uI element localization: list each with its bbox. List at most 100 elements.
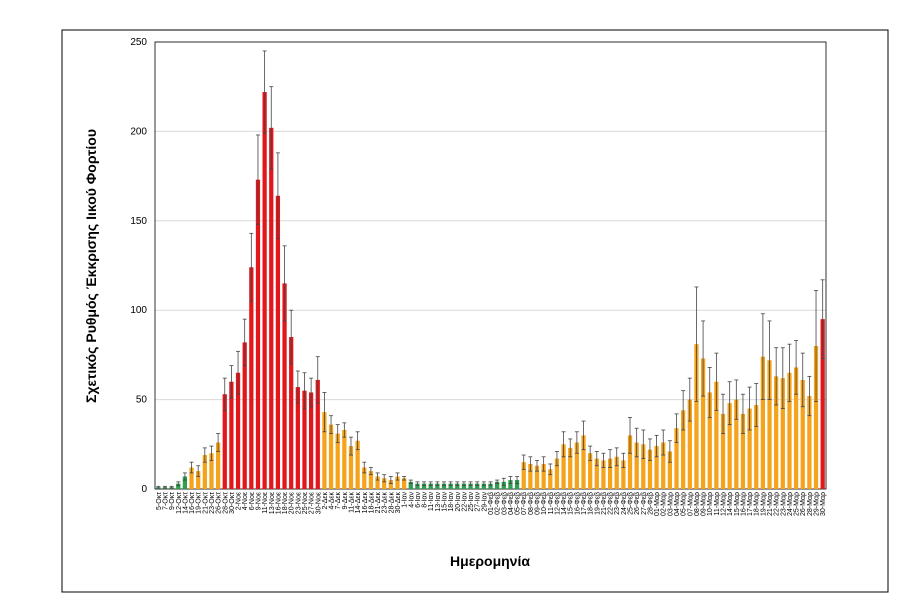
bar <box>495 481 500 489</box>
x-tick-label: 09-Μαρ <box>701 492 708 516</box>
bar <box>674 428 679 489</box>
bar <box>734 399 739 489</box>
bar <box>322 412 327 489</box>
bar <box>362 467 367 489</box>
bar <box>441 483 447 489</box>
x-tick-label: 27-Φεβ <box>641 492 648 515</box>
bar <box>289 337 294 489</box>
bar <box>209 453 214 489</box>
bar <box>408 481 413 489</box>
bar <box>813 345 819 489</box>
x-tick-label: 26-Μαρ <box>800 492 807 516</box>
x-tick-label: 13-Ιαν <box>435 492 442 512</box>
x-tick-label: 7-Οκτ <box>162 492 169 510</box>
x-tick-label: 1-Ιαν <box>402 492 409 508</box>
x-tick-label: 17-Μαρ <box>747 492 754 516</box>
bar <box>627 435 633 489</box>
bar <box>754 404 759 489</box>
x-tick-label: 15-Ιαν <box>441 492 448 512</box>
x-tick-label: 10-Φεβ <box>541 492 548 515</box>
bar <box>681 410 686 489</box>
bar <box>368 471 374 489</box>
bar <box>455 483 460 489</box>
x-tick-label: 27-Νοε <box>309 492 316 514</box>
x-tick-label: 22-Φεβ <box>608 492 615 515</box>
bar <box>189 467 194 489</box>
x-tick-label: 11-Ιαν <box>428 492 435 512</box>
x-tick-label: 11-Φεβ <box>548 492 555 514</box>
bar <box>720 413 726 489</box>
bar <box>448 483 453 489</box>
x-tick-label: 02-Μαρ <box>661 492 668 516</box>
x-tick-label: 18-Δεκ <box>368 492 375 514</box>
x-tick-label: 15-Φεβ <box>568 492 575 515</box>
x-tick-label: 25-Νοε <box>302 492 309 514</box>
x-tick-label: 04-Φεβ <box>508 492 515 515</box>
x-tick-label: 14-Φεβ <box>561 492 568 515</box>
bar <box>269 127 274 489</box>
x-tick-label: 05-Μαρ <box>681 492 688 516</box>
x-tick-label: 19-Φεβ <box>594 492 601 515</box>
y-tick-label: 50 <box>136 395 148 406</box>
x-tick-label: 16-Νοε <box>275 492 282 514</box>
bar <box>375 476 380 489</box>
x-tick-label: 14-Μαρ <box>727 492 734 516</box>
bar <box>335 433 340 489</box>
x-tick-label: 02-Φεβ <box>495 492 502 515</box>
plot-border <box>154 41 827 490</box>
bar <box>541 463 546 489</box>
bar <box>308 392 314 489</box>
bar <box>594 458 599 489</box>
bar <box>694 344 699 489</box>
x-tick-label: 19-Μαρ <box>760 492 767 516</box>
bar <box>402 478 407 489</box>
bar <box>800 379 805 489</box>
bar <box>475 483 480 489</box>
x-tick-label: 25-Φεβ <box>628 492 635 515</box>
bar <box>780 378 785 489</box>
bar <box>654 446 659 489</box>
x-tick-label: 23-Μαρ <box>780 492 787 516</box>
bar <box>607 458 613 489</box>
x-tick-label: 2-Νοε <box>236 492 243 510</box>
bar <box>255 179 261 489</box>
x-tick-label: 05-Φεβ <box>515 492 522 515</box>
x-tick-label: 26-Φεβ <box>634 492 641 515</box>
x-tick-label: 15-Μαρ <box>734 492 741 516</box>
x-tick-label: 01-Φεβ <box>488 492 495 515</box>
y-tick-label: 150 <box>130 216 147 227</box>
x-tick-label: 6-Νοε <box>249 492 256 510</box>
bar <box>249 267 254 489</box>
x-tick-label: 18-Φεβ <box>588 492 595 515</box>
x-tick-label: 20-Ιαν <box>455 492 462 512</box>
x-tick-label: 28-Δεκ <box>388 492 395 514</box>
bar <box>787 372 792 489</box>
bar <box>554 458 560 489</box>
x-tick-label: 18-Μαρ <box>754 492 761 516</box>
x-tick-label: 23-Δεκ <box>382 492 389 514</box>
x-tick-label: 5-Οκτ <box>156 492 163 510</box>
bar <box>428 483 433 489</box>
x-tick-label: 14-Δεκ <box>355 492 362 514</box>
bar <box>588 453 593 489</box>
x-tick-label: 03-Φεβ <box>501 492 508 515</box>
x-tick-label: 12-Οκτ <box>176 492 183 514</box>
bar <box>807 396 812 489</box>
x-tick-label: 28-Μαρ <box>807 492 814 516</box>
x-tick-label: 8-Ιαν <box>422 492 429 508</box>
bar <box>514 480 520 489</box>
bar <box>747 408 752 489</box>
bar <box>222 394 227 489</box>
x-tick-label: 14-Οκτ <box>182 492 189 514</box>
x-tick-label: 25-Μαρ <box>794 492 801 516</box>
x-tick-label: 21-Μαρ <box>767 492 774 516</box>
bar <box>687 399 692 489</box>
x-tick-label: 11-Νοε <box>262 492 269 514</box>
bar <box>481 483 486 489</box>
x-tick-label: 4-Νοε <box>242 492 249 510</box>
bar <box>435 483 440 489</box>
x-tick-label: 12-Φεβ <box>554 492 561 515</box>
bar <box>700 358 706 489</box>
x-tick-label: 10-Μαρ <box>707 492 714 516</box>
frame <box>61 29 889 593</box>
